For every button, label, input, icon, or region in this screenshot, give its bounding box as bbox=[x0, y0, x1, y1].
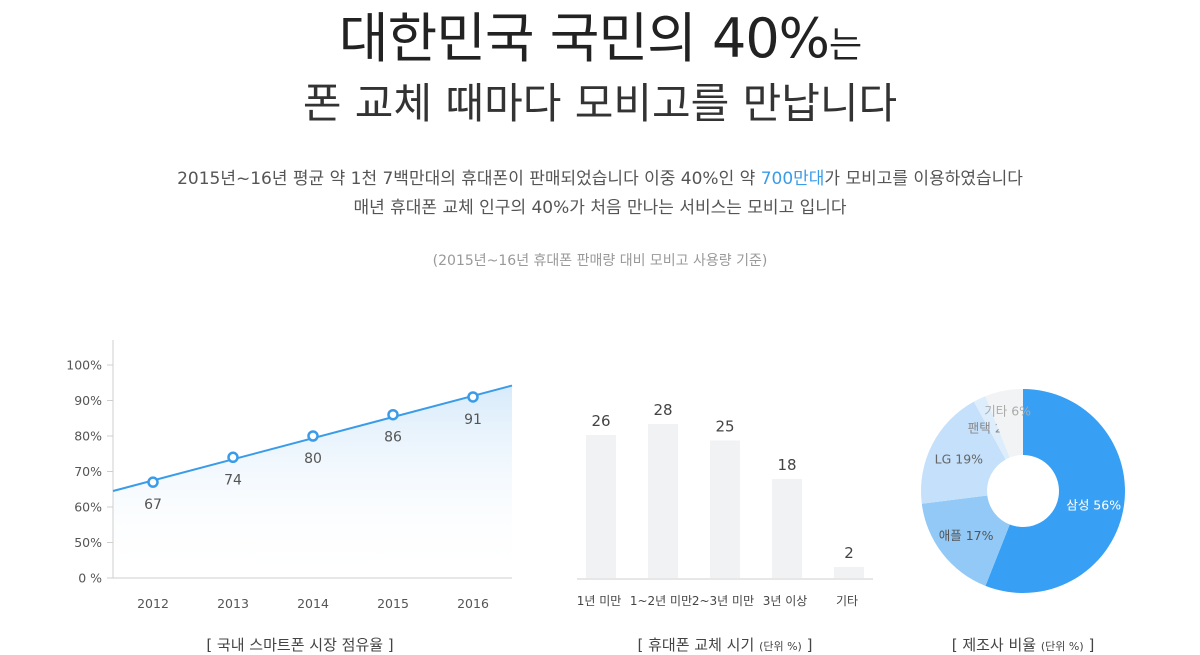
description-line-1: 2015년~16년 평균 약 1천 7백만대의 휴대폰이 판매되었습니다 이중 … bbox=[0, 164, 1200, 189]
caption-text: ] bbox=[1088, 636, 1095, 654]
data-point bbox=[147, 476, 159, 488]
bar bbox=[648, 424, 678, 578]
pie-slice bbox=[985, 389, 1023, 458]
bar-category-label: 3년 이상 bbox=[763, 594, 808, 608]
bar-category-label: 1~2년 미만 bbox=[630, 594, 692, 608]
caption-unit: (단위 %) bbox=[759, 640, 802, 653]
x-tick-label: 2014 bbox=[297, 596, 329, 611]
bar bbox=[586, 435, 616, 578]
line-chart-caption: [ 국내 스마트폰 시장 점유율 ] bbox=[206, 636, 394, 654]
y-tick-label: 60% bbox=[74, 500, 102, 515]
y-tick-label: 100% bbox=[66, 358, 102, 373]
caption-text: [ 휴대폰 교체 시기 bbox=[637, 636, 755, 654]
y-tick-label: 0 % bbox=[78, 571, 102, 586]
data-label: 74 bbox=[224, 472, 242, 488]
y-tick-label: 70% bbox=[74, 464, 102, 479]
headline-main: 대한민국 국민의 40% bbox=[338, 7, 830, 70]
pie-slice bbox=[921, 495, 1010, 586]
pie-slice bbox=[985, 389, 1125, 594]
bar-value-label: 26 bbox=[591, 412, 610, 430]
pie-slice bbox=[973, 396, 1010, 460]
data-label: 67 bbox=[144, 497, 162, 513]
y-tick-label: 50% bbox=[74, 535, 102, 550]
bar bbox=[710, 440, 740, 578]
pie-slice-label: 애플 17% bbox=[939, 528, 994, 543]
description-line-2: 매년 휴대폰 교체 인구의 40%가 처음 만나는 서비스는 모비고 입니다 bbox=[353, 198, 847, 218]
data-label: 80 bbox=[304, 451, 322, 467]
description-text: 가 모비고를 이용하였습니다 bbox=[824, 169, 1023, 189]
bar-value-label: 2 bbox=[844, 544, 854, 562]
bar-value-label: 18 bbox=[777, 456, 796, 474]
x-tick-label: 2015 bbox=[377, 596, 409, 611]
bar-value-label: 28 bbox=[653, 401, 672, 419]
line-area-fill bbox=[113, 385, 512, 578]
data-point bbox=[467, 391, 479, 403]
headline-subtitle: 폰 교체 때마다 모비고를 만납니다 bbox=[302, 79, 898, 128]
headline-title: 대한민국 국민의 40%는 bbox=[0, 0, 1200, 73]
bar bbox=[834, 567, 864, 578]
source-note: (2015년~16년 휴대폰 판매량 대비 모비고 사용량 기준) bbox=[432, 253, 768, 269]
data-label: 86 bbox=[384, 430, 402, 446]
pie-slice-label: LG 19% bbox=[935, 451, 984, 466]
data-point bbox=[307, 430, 319, 442]
y-tick-label: 90% bbox=[74, 393, 102, 408]
caption-text: [ 제조사 비율 bbox=[951, 636, 1037, 654]
bar-category-label: 2~3년 미만 bbox=[692, 594, 754, 608]
highlight-text: 700만대 bbox=[760, 169, 825, 189]
pie-slice-label: 기타 6% bbox=[984, 403, 1031, 418]
bar bbox=[772, 479, 802, 578]
caption-unit: (단위 %) bbox=[1040, 640, 1084, 653]
pie-chart-caption: [ 제조사 비율 (단위 %) ] bbox=[923, 634, 1123, 655]
x-tick-label: 2012 bbox=[137, 596, 169, 611]
caption-text: ] bbox=[806, 636, 813, 654]
pie-slice bbox=[921, 401, 1006, 504]
bar-category-label: 1년 미만 bbox=[577, 594, 622, 608]
headline-suffix: 는 bbox=[829, 25, 862, 66]
y-tick-label: 80% bbox=[74, 429, 102, 444]
bar-category-label: 기타 bbox=[836, 594, 858, 608]
bar-value-label: 25 bbox=[715, 418, 734, 436]
data-point bbox=[387, 408, 399, 421]
x-tick-label: 2013 bbox=[217, 596, 249, 611]
x-tick-label: 2016 bbox=[457, 596, 489, 611]
data-point bbox=[227, 451, 239, 464]
description-text: 2015년~16년 평균 약 1천 7백만대의 휴대폰이 판매되었습니다 이중 … bbox=[177, 169, 761, 189]
bar-chart-caption: [ 휴대폰 교체 시기 (단위 %) ] bbox=[575, 634, 875, 655]
data-label: 91 bbox=[464, 412, 482, 428]
pie-slice-label: 삼성 56% bbox=[1066, 497, 1121, 512]
